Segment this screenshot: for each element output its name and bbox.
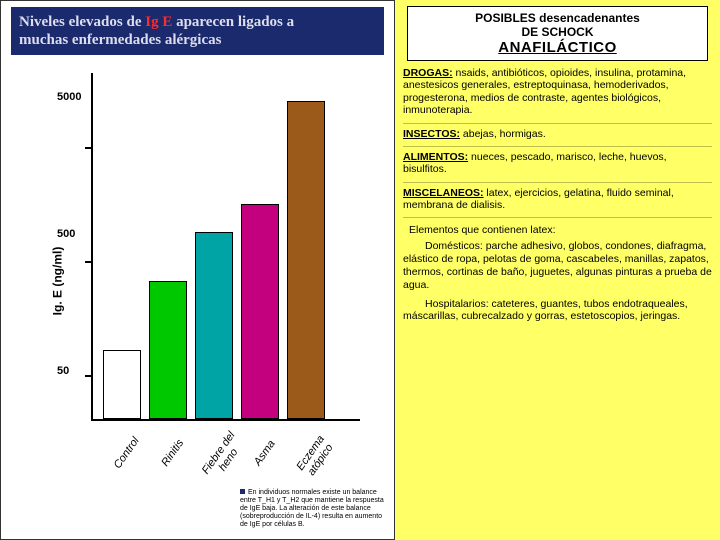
chart-panel: Niveles elevados de Ig E aparecen ligado… <box>0 0 395 540</box>
chart-area: Ig. E (ng/ml) 50 500 5000 ControlRinitisFi… <box>21 73 390 489</box>
category-body: abejas, hormigas. <box>460 128 546 140</box>
separator <box>403 217 712 218</box>
chart-title: Niveles elevados de Ig E aparecen ligado… <box>11 7 384 55</box>
slide-root: Niveles elevados de Ig E aparecen ligado… <box>0 0 720 540</box>
chart-bar <box>195 232 233 419</box>
chart-xlabel: Eczema atópico <box>289 425 343 488</box>
category-head: MISCELANEOS: <box>403 187 484 199</box>
chart-ylabel: Ig. E (ng/ml) <box>50 247 64 316</box>
chart-ytick: 5000 <box>57 91 81 103</box>
category-item: ALIMENTOS: nueces, pescado, marisco, lec… <box>403 151 712 176</box>
chart-bar <box>149 281 187 419</box>
separator <box>403 182 712 183</box>
chart-title-post: aparecen ligados a <box>172 14 294 30</box>
chart-bar <box>103 350 141 419</box>
category-item: INSECTOS: abejas, hormigas. <box>403 128 712 140</box>
chart-ytick: 50 <box>57 365 69 377</box>
chart-xlabel: Control <box>105 425 149 481</box>
chart-ytickmark <box>85 261 93 263</box>
chart-bar <box>241 204 279 419</box>
chart-xlabel: Asma <box>243 425 287 481</box>
bullet-icon <box>240 489 245 494</box>
chart-ytickmark <box>85 375 93 377</box>
chart-title-pre: Niveles elevados de <box>19 14 145 30</box>
category-head: DROGAS: <box>403 67 453 79</box>
callout-line1: POSIBLES desencadenantes <box>416 11 699 25</box>
separator <box>403 146 712 147</box>
separator <box>403 123 712 124</box>
chart-footnote: En individuos normales existe un balance… <box>240 489 388 529</box>
text-panel: POSIBLES desencadenantes DE SCHOCK ANAFI… <box>395 0 720 540</box>
category-item: MISCELANEOS: latex, ejercicios, gelatina… <box>403 187 712 212</box>
chart-ytick: 500 <box>57 228 75 240</box>
category-item: DROGAS: nsaids, antibióticos, opioides, … <box>403 67 712 117</box>
category-head: ALIMENTOS: <box>403 151 468 163</box>
callout-line2: DE SCHOCK <box>416 25 699 39</box>
chart-xlabel: Fiebre del heno <box>197 425 251 488</box>
latex-hospital: Hospitalarios: cateteres, guantes, tubos… <box>403 298 712 324</box>
chart-axis-y <box>91 73 93 419</box>
callout-box: POSIBLES desencadenantes DE SCHOCK ANAFI… <box>407 6 708 61</box>
chart-footnote-text: En individuos normales existe un balance… <box>240 489 384 528</box>
category-head: INSECTOS: <box>403 128 460 140</box>
callout-line3: ANAFILÁCTICO <box>416 39 699 56</box>
chart-title-ig: Ig E <box>145 14 172 30</box>
chart-xlabels: ControlRinitisFiebre del henoAsmaEczema … <box>91 421 360 489</box>
latex-domestic-head: Domésticos: <box>403 240 486 252</box>
chart-bar <box>287 101 325 419</box>
latex-heading: Elementos que contienen latex: <box>409 224 712 236</box>
categories-list: DROGAS: nsaids, antibióticos, opioides, … <box>403 67 712 218</box>
chart-xlabel: Rinitis <box>151 425 195 481</box>
chart-plot <box>91 73 360 421</box>
chart-ytickmark <box>85 147 93 149</box>
latex-hospital-head: Hospitalarios: <box>403 298 492 310</box>
chart-title-line2: muchas enfermedades alérgicas <box>19 32 221 48</box>
latex-domestic: Domésticos: parche adhesivo, globos, con… <box>403 240 712 291</box>
